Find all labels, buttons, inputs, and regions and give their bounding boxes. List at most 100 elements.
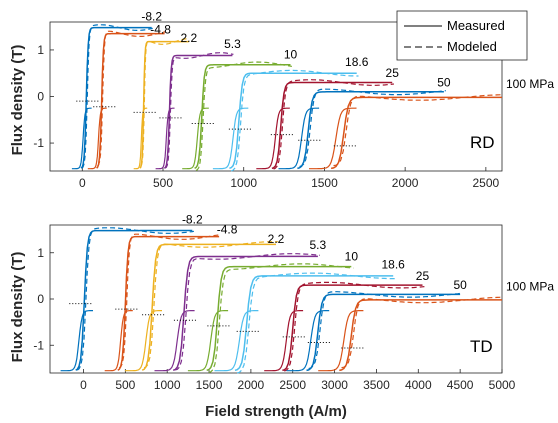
lower-branch-curve [212,107,249,170]
lower-branch-curve [256,107,290,170]
x-tick-label: 1000 [154,378,181,392]
stress-label: 2.2 [180,31,197,45]
modeled-curve [237,272,396,374]
lower-branch-curve [154,310,195,372]
lower-branch-curve [309,107,357,170]
modeled-curve [143,241,278,369]
measured-curve [163,54,233,169]
x-tick-label: 2500 [279,378,306,392]
measured-curve [297,91,444,170]
y-tick-label: -1 [33,136,44,150]
lower-branch-curve [214,310,259,372]
panel-rd: Flux density (T) 0 500 1000 1500 2000 2500-10… [9,9,554,190]
y-axis-label-td: Flux density (T) [9,252,26,363]
stress-label: 50 [453,278,467,292]
stress-label: 2.2 [268,232,285,246]
stress-label: 100 MPa [506,280,554,294]
stress-labels-rd: -8.2-4.8 2.2 5.3 10 18.6 25 50 100 MPa [141,9,554,91]
x-tick-label: 2000 [392,176,419,190]
x-tick-label: 500 [153,176,173,190]
stress-label: 25 [386,66,400,80]
measured-curve [75,229,193,371]
stress-label: 100 MPa [506,77,554,91]
measured-curve [339,299,502,372]
modeled-curve [140,38,190,167]
stress-label: -4.8 [150,22,171,36]
lower-branch-curve [155,107,175,170]
stress-labels-td: -8.2 -4.8 2.2 5.3 10 18.6 25 50 100 MPa [182,212,554,293]
stress-label: 18.6 [382,258,406,272]
legend-box [396,10,528,61]
curves-td [60,227,502,374]
lower-branch-curve [264,310,304,372]
lower-branch-curve [278,107,320,170]
x-tick-label: 0 [80,378,87,392]
panel-label-rd: RD [470,133,495,152]
x-tick-label: 500 [115,378,135,392]
stress-label: -8.2 [141,9,162,23]
lower-branch-curve [60,310,93,372]
x-axis-label: Field strength (A/m) [205,403,347,420]
ticks-td: 0 500 1000 1500 2000 2500 3000 3500 4000 4500 5000… [33,246,515,392]
modeled-curve [195,61,292,171]
y-tick-label: 1 [37,43,44,57]
measured-curve [306,293,461,372]
x-tick-label: 1000 [230,176,257,190]
y-tick-label: 1 [37,246,44,260]
modeled-curve [308,291,463,370]
lower-branch-curve [71,107,92,170]
x-tick-label: 0 [79,176,86,190]
measured-curve [206,265,352,372]
lower-branch-curve [286,310,330,372]
modeled-curve [118,233,221,369]
measured-curve [117,235,220,371]
panel-td: Flux density (T) 0 500 1000 1500 2000 2500 300… [9,212,554,420]
lower-branch-curve [87,107,107,170]
stress-label: 10 [345,249,359,263]
curves-rd [71,24,502,172]
x-tick-label: 3500 [363,378,390,392]
modeled-curve [76,227,195,371]
modeled-curve [284,281,425,372]
lower-branch-curve [133,107,148,170]
modeled-curve [341,296,502,369]
panel-label-td: TD [470,337,493,356]
x-tick-label: 4000 [405,378,432,392]
lower-branch-curve [182,107,209,170]
stress-label: -8.2 [182,212,203,226]
plot-area-td [49,224,503,374]
modeled-curve [208,263,354,373]
x-tick-label: 3000 [321,378,348,392]
stress-label: 5.3 [310,238,327,252]
ticks-rd: 0 500 1000 1500 2000 2500 -1 0 1 [33,43,499,190]
lower-branch-curve [187,310,229,372]
stress-label: -4.8 [217,222,238,236]
measured-curve [229,72,357,170]
stress-label: 5.3 [224,37,241,51]
x-tick-label: 1500 [311,176,338,190]
x-tick-label: 5000 [489,378,516,392]
x-tick-label: 1500 [196,378,223,392]
measured-curve [330,96,502,170]
y-tick-label: 0 [37,90,44,104]
stress-label: 18.6 [345,55,369,69]
y-tick-label: 0 [37,292,44,306]
y-tick-label: -1 [33,338,44,352]
measured-curve [172,255,318,372]
measured-curve [96,32,165,169]
measured-curve [194,64,291,169]
legend-modeled: Modeled [447,39,497,54]
lower-branch-curve [124,310,162,372]
stress-label: 25 [416,269,430,283]
measured-curve [271,81,393,170]
x-tick-label: 2000 [238,378,265,392]
measured-curve [282,284,423,372]
legend-measured: Measured [447,18,505,33]
modeled-curve [97,30,166,167]
modeled-curve [333,94,502,167]
modeled-curve [175,253,320,371]
stress-label: 10 [284,48,298,62]
x-tick-label: 2500 [473,176,500,190]
modeled-curve [299,88,446,168]
